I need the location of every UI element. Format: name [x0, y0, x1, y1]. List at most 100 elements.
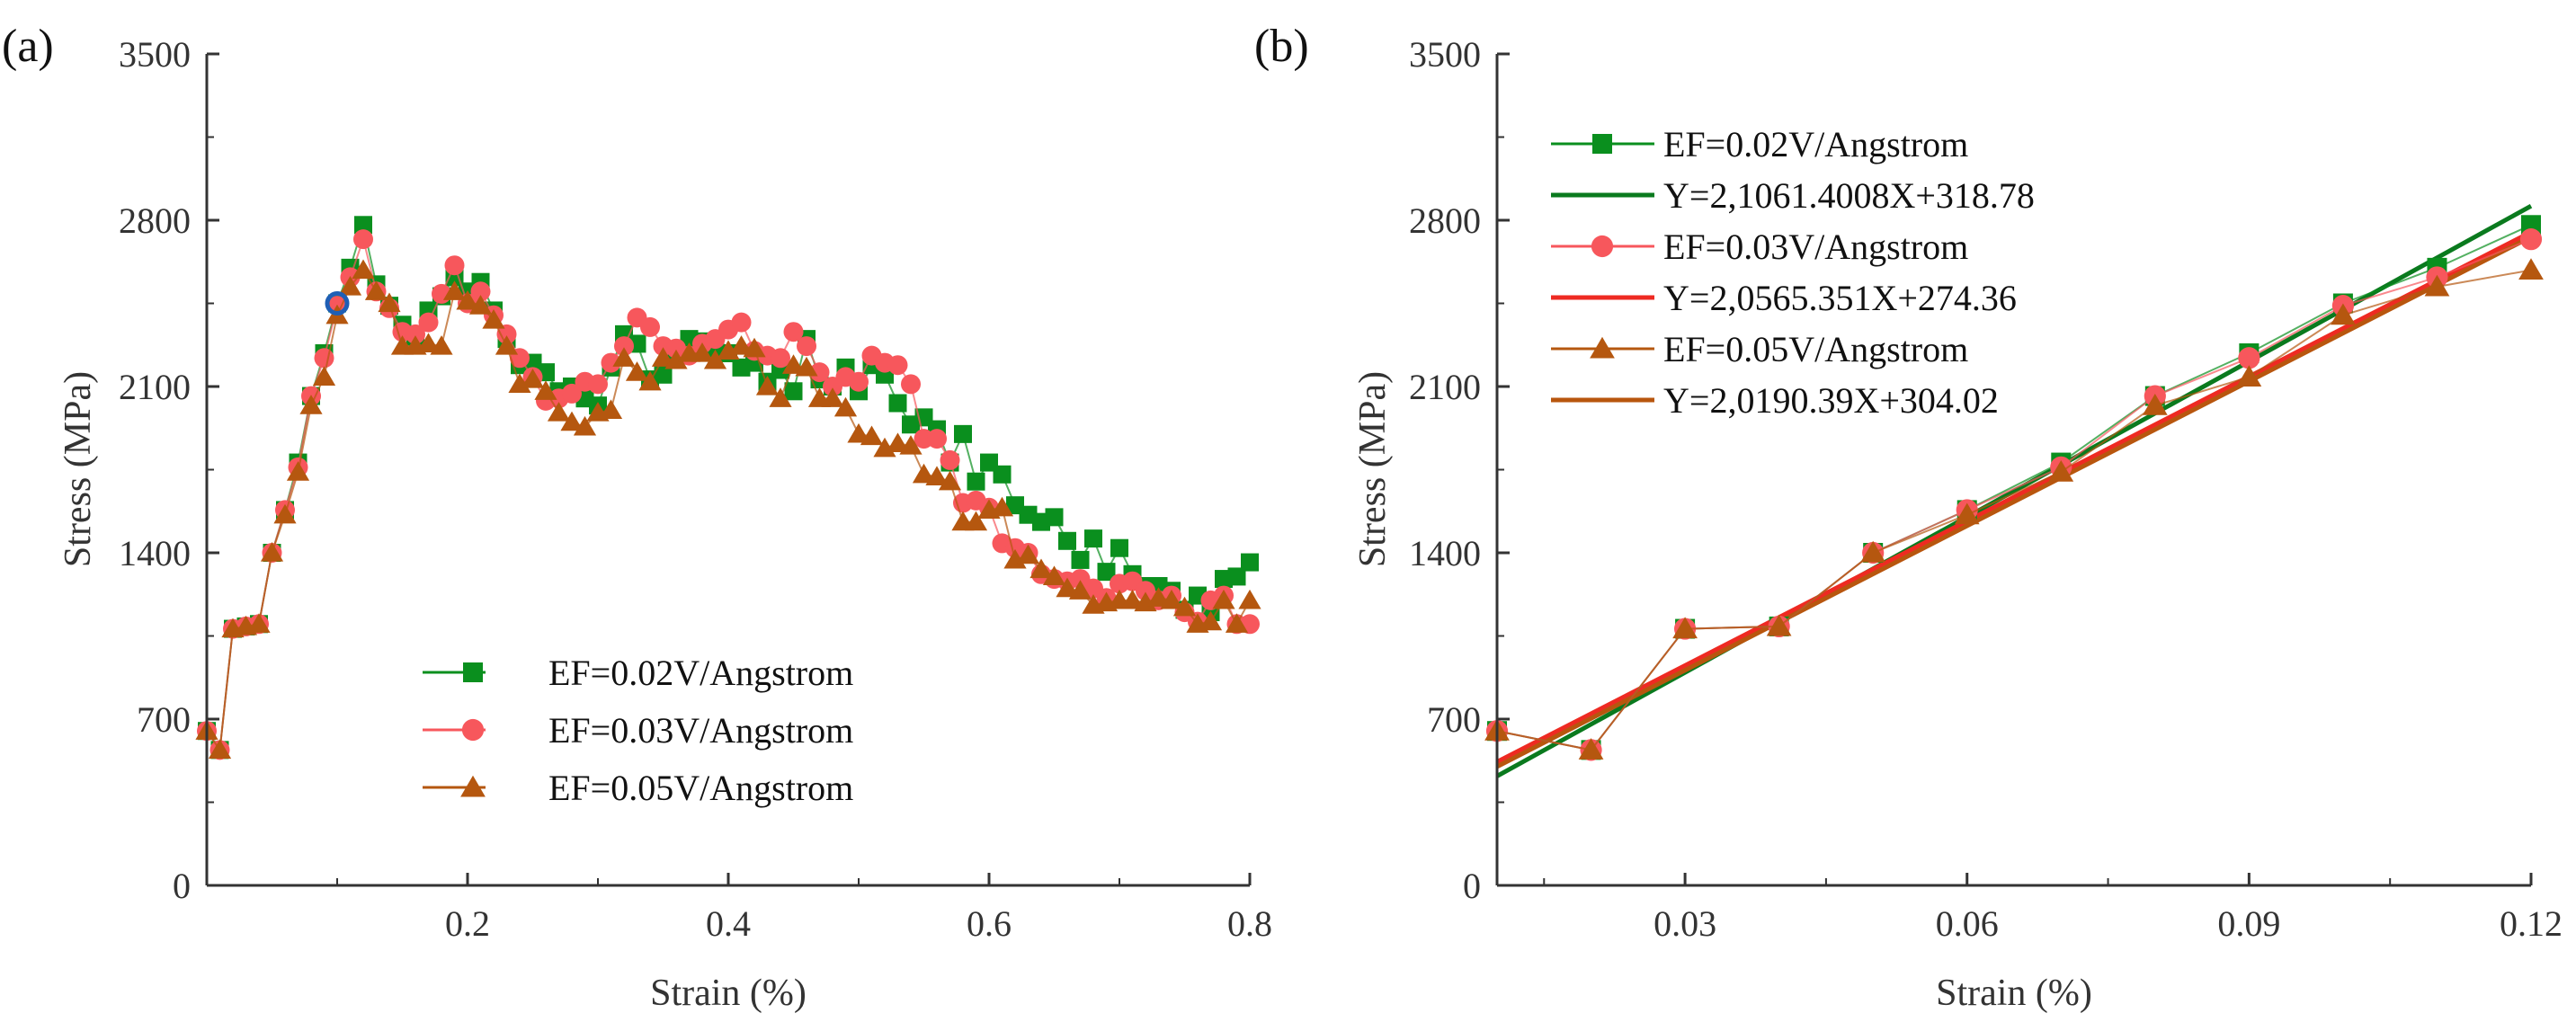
a-data-point — [1042, 565, 1066, 586]
a-data-point — [691, 342, 714, 362]
a-data-point — [1068, 580, 1092, 600]
panel-b-legend: EF=0.02V/Angstrom Y=2,1061.4008X+318.78 EF… — [1551, 124, 2035, 421]
a-highlight-marker — [325, 291, 350, 316]
a-data-point — [444, 255, 465, 276]
a-x-tick-label: 0.8 — [1227, 903, 1272, 944]
a-data-point — [1110, 538, 1128, 557]
a-data-point — [860, 425, 884, 446]
a-data-point — [364, 280, 388, 300]
panel-b-plot-area — [1484, 203, 2544, 778]
a-data-point — [1016, 544, 1040, 564]
panel-b-x-axis-title: Strain (%) — [1936, 973, 2092, 1014]
a-x-tick-label: 0.4 — [706, 903, 751, 944]
a-data-point — [940, 449, 960, 470]
a-data-point — [703, 349, 727, 369]
b-data-point — [1860, 540, 1886, 563]
a-data-point — [614, 336, 634, 357]
a-data-point — [886, 432, 910, 453]
b-x-tick-label: 0.06 — [1936, 903, 1999, 944]
a-data-point — [354, 216, 372, 235]
b-data-point — [1954, 502, 1980, 525]
a-x-tick-label: 0.2 — [445, 903, 490, 944]
a-data-point — [338, 276, 362, 296]
b-data-point — [2424, 274, 2450, 297]
a-data-point — [1238, 589, 1261, 609]
panel-a-plot-area — [195, 216, 1261, 760]
a-data-point — [1241, 553, 1259, 572]
a-data-point — [560, 411, 584, 431]
b-series-markers-2 — [1484, 258, 2544, 760]
a-data-point — [925, 466, 949, 486]
a-series-markers-2 — [195, 259, 1261, 759]
b-data-point — [1672, 617, 1698, 639]
a-data-point — [352, 259, 375, 280]
a-data-point — [1172, 596, 1197, 617]
a-data-point — [470, 281, 491, 302]
b-x-tick-label: 0.12 — [2500, 903, 2563, 944]
a-data-point — [964, 511, 988, 531]
a-data-point — [795, 356, 818, 377]
a-data-point — [1146, 587, 1171, 607]
a-legend-label-1: EF=0.03V/Angstrom — [548, 710, 853, 751]
panel-a-tick-labels: 0 700 1400 2100 2800 3500 0.2 0.4 0.6 0.8 — [119, 34, 1272, 944]
b-y-tick-label: 0 — [1463, 866, 1481, 906]
b-legend-label-4: EF=0.05V/Angstrom — [1663, 329, 1968, 369]
b-fit-line-2 — [1495, 235, 2533, 769]
panel-a-y-axis-title: Stress (MPa) — [58, 371, 99, 567]
a-data-point — [1097, 563, 1116, 582]
a-data-point — [286, 461, 310, 481]
a-data-point — [430, 335, 453, 355]
a-data-point — [562, 383, 582, 404]
b-y-tick-label: 2800 — [1409, 200, 1481, 241]
b-legend-label-3: Y=2,0565.351X+274.36 — [1663, 278, 2017, 318]
a-data-point — [416, 333, 441, 353]
a-data-point — [1225, 613, 1249, 633]
panel-b-ticks — [1497, 52, 2533, 887]
a-data-point — [821, 387, 844, 407]
a-y-tick-label: 0 — [173, 866, 191, 906]
panel-b-tick-labels: 0 700 1400 2100 2800 3500 0.03 0.06 0.09 0.12 — [1409, 34, 2563, 944]
a-data-point — [888, 394, 907, 413]
a-data-point — [612, 347, 636, 367]
a-data-point — [833, 396, 858, 417]
a-y-tick-label: 700 — [137, 699, 191, 740]
b-data-point — [2236, 365, 2262, 387]
b-legend-label-5: Y=2,0190.39X+304.02 — [1663, 380, 1999, 421]
panel-a-ticks — [207, 52, 1252, 887]
b-legend-marker-4 — [1590, 336, 1615, 359]
b-x-tick-label: 0.03 — [1653, 903, 1716, 944]
a-data-point — [927, 429, 947, 449]
a-data-point — [664, 349, 688, 369]
a-data-point — [547, 402, 571, 422]
b-series-line-2 — [1496, 269, 2532, 751]
a-data-point — [599, 399, 623, 420]
b-data-point — [2142, 393, 2168, 415]
b-data-point — [2238, 347, 2260, 369]
a-data-point — [967, 472, 985, 491]
a-y-tick-label: 1400 — [119, 533, 191, 573]
a-data-point — [1056, 577, 1079, 598]
a-data-point — [625, 361, 649, 381]
b-data-point — [2518, 258, 2544, 280]
a-data-point — [273, 503, 297, 524]
a-data-point — [468, 295, 493, 315]
a-data-point — [1045, 508, 1064, 527]
panel-b-label: (b) — [1254, 21, 1309, 72]
a-legend-label-0: EF=0.02V/Angstrom — [548, 653, 853, 693]
a-data-point — [731, 312, 752, 333]
b-legend-label-1: Y=2,1061.4008X+318.78 — [1663, 175, 2035, 216]
a-data-point — [534, 380, 557, 400]
a-legend-marker-0 — [463, 662, 483, 682]
a-data-point — [442, 280, 467, 300]
a-data-point — [899, 435, 923, 455]
a-data-point — [482, 309, 505, 329]
a-data-point — [1030, 558, 1053, 579]
a-data-point — [496, 324, 517, 344]
a-data-point — [260, 542, 284, 562]
b-legend-marker-2 — [1591, 235, 1614, 258]
a-data-point — [954, 424, 972, 443]
a-data-point — [847, 422, 870, 443]
a-data-point — [887, 355, 908, 376]
a-data-point — [651, 347, 675, 367]
